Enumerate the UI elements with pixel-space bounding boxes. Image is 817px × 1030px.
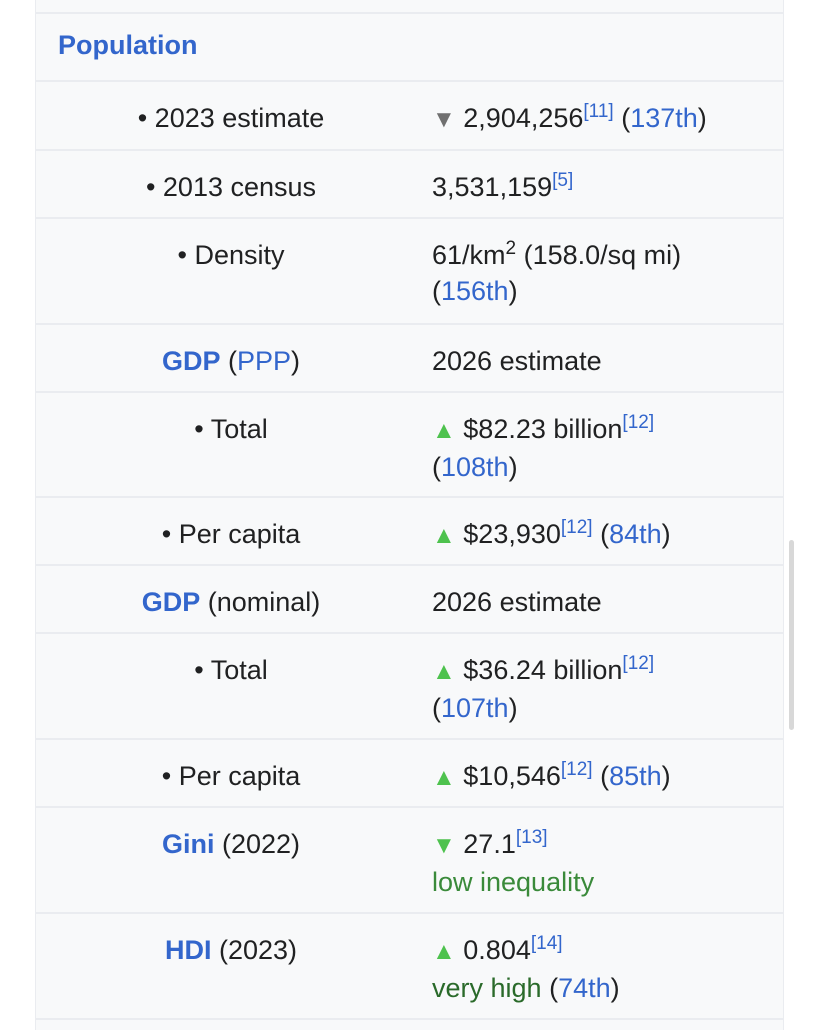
gdp-link[interactable]: GDP — [141, 587, 201, 617]
value-text: 27.1 — [463, 829, 516, 859]
table-row: • Per capita ▲ $23,930[12] (84th) — [36, 496, 783, 564]
table-row: • 2023 estimate ▼ 2,904,256[11] (137th) — [36, 80, 783, 149]
rank-link[interactable]: 74th — [558, 973, 611, 1003]
hdi-link[interactable]: HDI — [164, 935, 212, 965]
reference-link[interactable]: [5] — [552, 170, 574, 191]
reference-link[interactable]: [12] — [622, 653, 655, 674]
row-label: • Total — [194, 655, 268, 685]
rank-link[interactable]: 108th — [441, 452, 509, 482]
row-label: GDP (PPP) — [161, 346, 301, 376]
row-label: • Total — [194, 414, 268, 444]
row-label: • Density — [177, 240, 285, 270]
row-value: ▼ 27.1[13] low inequality — [432, 826, 772, 900]
row-value: ▲ 0.804[14] very high (74th) — [432, 933, 620, 1003]
reference-link[interactable]: [12] — [622, 412, 655, 433]
label-text: (2022) — [221, 829, 301, 859]
row-label: Gini (2022) — [36, 826, 426, 862]
increase-arrow-icon: ▲ — [432, 522, 456, 549]
table-row: GDP (PPP) 2026 estimate — [36, 323, 783, 391]
row-value: ▲ $10,546[12] (85th) — [432, 759, 671, 791]
rank-link[interactable]: 107th — [441, 693, 509, 723]
value-text: $10,546 — [463, 761, 561, 791]
row-label: GDP (nominal) — [36, 584, 426, 620]
table-row: • Per capita ▲ $10,546[12] (85th) — [36, 738, 783, 806]
reference-link[interactable]: [13] — [515, 827, 548, 848]
reference-link[interactable]: [14] — [530, 933, 563, 954]
row-value: ▲ $36.24 billion[12] (107th) — [432, 653, 655, 723]
table-row — [36, 1018, 783, 1030]
row-value: ▲ $23,930[12] (84th) — [432, 517, 671, 549]
inequality-note: low inequality — [432, 867, 595, 897]
row-label: • Per capita — [161, 761, 301, 791]
rank-link[interactable]: 84th — [609, 519, 662, 549]
row-value: 2026 estimate — [432, 587, 602, 617]
gdp-link[interactable]: GDP — [161, 346, 221, 376]
population-link[interactable]: Population — [58, 30, 198, 60]
table-row: HDI (2023) ▲ 0.804[14] very high (74th) — [36, 912, 783, 1018]
scrollbar[interactable] — [789, 540, 794, 730]
value-text: $82.23 billion — [463, 414, 623, 444]
table-row: • 2013 census 3,531,159[5] — [36, 149, 783, 217]
label-text: (nominal) — [207, 587, 321, 617]
row-label: • Per capita — [161, 519, 301, 549]
table-row: GDP (nominal) 2026 estimate — [36, 564, 783, 632]
table-row: • Density 61/km2 (158.0/sq mi) (156th) — [36, 217, 783, 323]
decrease-arrow-icon: ▼ — [432, 106, 456, 133]
increase-arrow-icon: ▲ — [432, 764, 456, 791]
row-value: 2026 estimate — [432, 346, 602, 376]
row-value: 3,531,159[5] — [432, 169, 772, 205]
rank-link[interactable]: 85th — [609, 761, 662, 791]
reference-link[interactable]: [12] — [560, 517, 593, 538]
value-text: 3,531,159 — [432, 172, 553, 202]
value-text: (158.0/sq mi) — [516, 240, 682, 270]
rank-link[interactable]: 137th — [630, 103, 698, 133]
decrease-arrow-icon: ▼ — [432, 832, 456, 859]
row-label: HDI (2023) — [36, 932, 426, 968]
value-text: $36.24 billion — [463, 655, 623, 685]
gini-link[interactable]: Gini — [161, 829, 215, 859]
value-text: 0.804 — [463, 935, 531, 965]
table-row: • Total ▲ $36.24 billion[12] (107th) — [36, 632, 783, 738]
label-text: (2023) — [218, 935, 298, 965]
reference-link[interactable]: [12] — [560, 759, 593, 780]
increase-arrow-icon: ▲ — [432, 938, 456, 965]
row-value: ▼ 2,904,256[11] (137th) — [432, 101, 707, 133]
table-row: • Total ▲ $82.23 billion[12] (108th) — [36, 391, 783, 496]
rank-link[interactable]: 156th — [441, 276, 509, 306]
value-text: 61/km — [432, 240, 506, 270]
section-header: Population — [36, 12, 783, 80]
row-label: • 2013 census — [145, 172, 317, 202]
infobox: Population • 2023 estimate ▼ 2,904,256[1… — [35, 0, 784, 1030]
row-label: • 2023 estimate — [137, 103, 325, 133]
value-text: $23,930 — [463, 519, 561, 549]
superscript: 2 — [505, 238, 517, 259]
row-value: ▲ $82.23 billion[12] (108th) — [432, 412, 655, 482]
reference-link[interactable]: [11] — [583, 101, 614, 122]
hdi-note: very high — [432, 973, 542, 1003]
ppp-link[interactable]: PPP — [236, 346, 292, 376]
increase-arrow-icon: ▲ — [432, 417, 456, 444]
row-value: 61/km2 (158.0/sq mi) (156th) — [432, 238, 682, 306]
value-text: 2,904,256 — [463, 103, 584, 133]
increase-arrow-icon: ▲ — [432, 658, 456, 685]
table-row: Gini (2022) ▼ 27.1[13] low inequality — [36, 806, 783, 912]
